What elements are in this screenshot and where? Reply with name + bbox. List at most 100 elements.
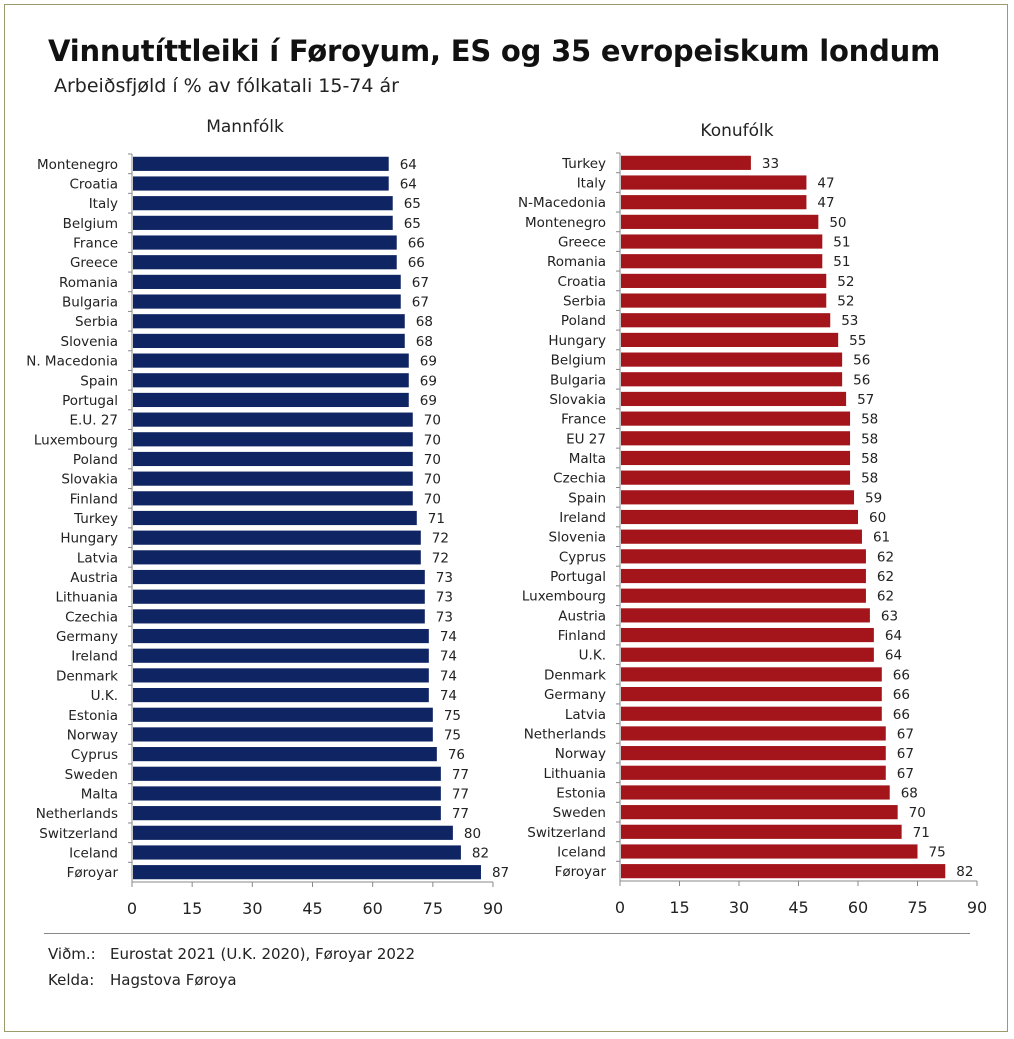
men-value-label: 82 <box>472 845 489 861</box>
men-bar <box>133 569 425 585</box>
men-bar <box>133 235 397 250</box>
women-panel-title: Konufólk <box>700 121 773 141</box>
men-category-label: Føroyar <box>67 865 119 881</box>
men-value-label: 69 <box>420 393 437 409</box>
men-category-label: Czechia <box>65 609 118 625</box>
footer-source-text: Hagstova Føroya <box>110 971 237 989</box>
women-category-label: Estonia <box>556 785 606 801</box>
women-value-label: 66 <box>893 687 910 703</box>
men-value-label: 72 <box>432 531 449 547</box>
women-value-label: 57 <box>857 392 874 408</box>
women-value-label: 82 <box>956 864 973 880</box>
men-category-label: Hungary <box>60 531 118 547</box>
men-bar <box>133 609 425 624</box>
women-bar <box>621 254 823 269</box>
women-value-label: 47 <box>817 195 834 211</box>
men-category-label: E.U. 27 <box>70 413 118 429</box>
men-category-label: Croatia <box>69 177 118 193</box>
men-value-label: 68 <box>416 314 433 330</box>
footer-note-text: Eurostat 2021 (U.K. 2020), Føroyar 2022 <box>110 945 416 963</box>
women-category-label: Germany <box>544 687 606 703</box>
women-bar <box>621 175 807 190</box>
men-bar <box>133 314 405 329</box>
men-category-label: Luxembourg <box>34 432 118 448</box>
men-category-label: Cyprus <box>71 747 118 763</box>
women-category-label: Belgium <box>551 353 606 369</box>
men-bar <box>133 491 413 506</box>
women-x-tick-label: 75 <box>907 898 927 917</box>
women-bar <box>621 647 874 662</box>
women-value-label: 58 <box>861 471 878 487</box>
men-x-tick-label: 15 <box>182 899 202 918</box>
women-value-label: 71 <box>913 825 930 841</box>
men-category-label: Sweden <box>65 767 118 783</box>
women-value-label: 70 <box>909 805 926 821</box>
women-bar <box>621 785 890 800</box>
men-value-label: 64 <box>400 177 417 193</box>
men-bar <box>133 176 389 191</box>
women-bar <box>621 273 827 288</box>
women-category-label: Serbia <box>563 294 606 310</box>
women-value-label: 55 <box>849 333 866 349</box>
women-x-tick-label: 30 <box>729 898 749 917</box>
women-category-label: EU 27 <box>566 431 606 447</box>
women-category-label: Bulgaria <box>550 372 606 388</box>
men-panel-title: Mannfólk <box>206 117 284 137</box>
men-x-tick-label: 45 <box>302 899 322 918</box>
men-bar <box>133 766 441 781</box>
men-bar <box>133 628 429 644</box>
women-value-label: 33 <box>762 156 779 172</box>
women-value-label: 62 <box>877 569 894 585</box>
men-value-label: 77 <box>452 786 469 802</box>
men-value-label: 74 <box>440 688 457 704</box>
men-value-label: 75 <box>444 708 461 724</box>
women-category-label: Poland <box>561 313 606 329</box>
women-value-label: 67 <box>897 766 914 782</box>
women-value-label: 64 <box>885 648 902 664</box>
men-category-label: Montenegro <box>37 157 118 173</box>
women-category-label: Iceland <box>557 844 606 860</box>
women-bar <box>621 864 946 879</box>
women-x-tick-label: 90 <box>967 898 987 917</box>
men-bar <box>133 687 429 703</box>
men-value-label: 75 <box>444 727 461 743</box>
men-bar <box>133 648 429 663</box>
men-value-label: 73 <box>436 609 453 625</box>
men-bar <box>133 353 409 368</box>
men-value-label: 68 <box>416 334 433 350</box>
women-bar <box>621 195 807 210</box>
men-category-label: Ireland <box>71 649 118 665</box>
men-bar <box>133 412 413 427</box>
women-category-label: Finland <box>558 628 606 644</box>
footer-source-label: Kelda: <box>48 971 95 989</box>
women-value-label: 51 <box>833 254 850 270</box>
women-category-label: Italy <box>577 176 606 192</box>
women-bar <box>621 490 855 505</box>
men-category-label: Iceland <box>69 845 118 861</box>
men-bar <box>133 865 481 880</box>
men-bar <box>133 589 425 604</box>
women-category-label: Romania <box>547 254 606 270</box>
men-value-label: 80 <box>464 826 481 842</box>
men-x-tick-label: 90 <box>483 899 503 918</box>
men-category-label: Belgium <box>63 216 118 232</box>
men-bar <box>133 196 393 211</box>
women-category-label: Hungary <box>548 333 606 349</box>
women-category-label: Sweden <box>553 805 606 821</box>
women-value-label: 47 <box>817 176 834 192</box>
women-bar <box>621 391 847 407</box>
women-value-label: 61 <box>873 530 890 546</box>
men-value-label: 77 <box>452 767 469 783</box>
women-x-tick-label: 0 <box>615 898 625 917</box>
men-value-label: 76 <box>448 747 465 763</box>
men-bar <box>133 215 393 230</box>
men-category-label: Spain <box>80 373 118 389</box>
women-value-label: 52 <box>837 294 854 310</box>
women-bar <box>621 234 823 249</box>
women-bar <box>621 844 918 859</box>
women-category-label: Ireland <box>559 510 606 526</box>
men-value-label: 74 <box>440 649 457 665</box>
men-bar <box>133 707 433 722</box>
men-category-label: Romania <box>59 275 118 291</box>
